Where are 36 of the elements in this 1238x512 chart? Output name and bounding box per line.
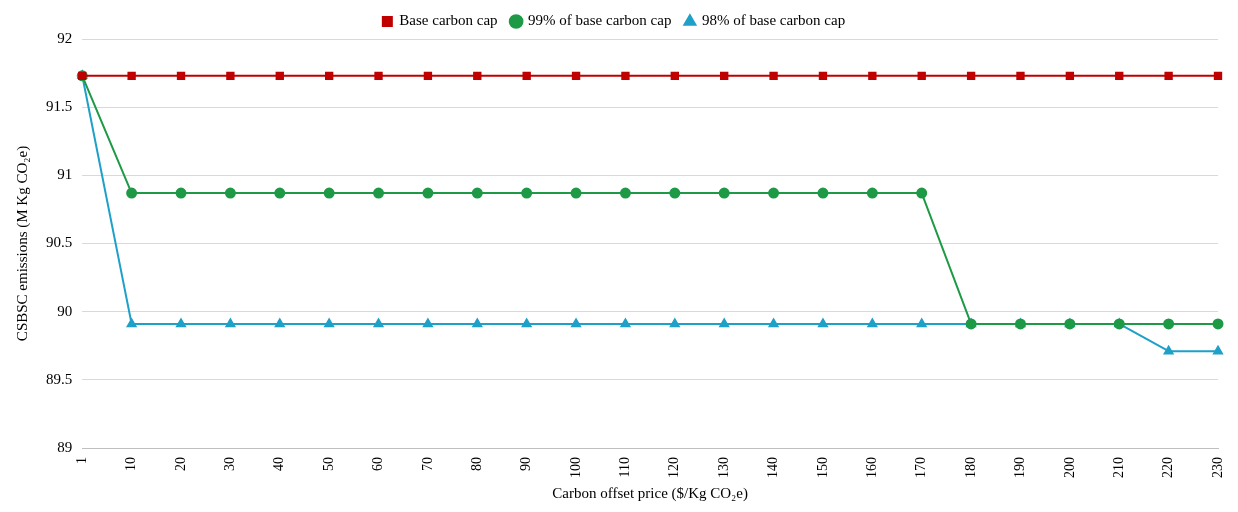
x-tick-label: 100 (567, 457, 583, 478)
x-tick-label: 70 (419, 457, 435, 471)
x-tick-label: 180 (962, 457, 978, 478)
y-axis-title: CSBSC emissions (M Kg CO₂e) (13, 145, 31, 342)
legend-label: 99% of base carbon cap (528, 12, 672, 29)
x-tick-label: 1 (73, 457, 89, 464)
x-tick-label: 20 (172, 457, 188, 471)
x-tick-label: 150 (814, 457, 830, 478)
y-tick-label: 90.5 (46, 234, 73, 251)
x-tick-label: 110 (617, 457, 633, 478)
x-tick-label: 30 (222, 457, 238, 471)
x-tick-label: 80 (468, 457, 484, 471)
y-tick-label: 92 (57, 29, 73, 46)
x-tick-label: 10 (123, 457, 139, 471)
y-tick-label: 89.5 (46, 370, 73, 387)
x-tick-label: 200 (1061, 457, 1077, 478)
x-tick-label: 120 (666, 457, 682, 478)
x-tick-label: 210 (1110, 457, 1126, 478)
x-tick-label: 130 (715, 457, 731, 478)
legend-label: Base carbon cap (399, 12, 498, 29)
y-tick-label: 91 (57, 166, 73, 183)
x-tick-label: 170 (913, 457, 929, 478)
legend-label: 98% of base carbon cap (701, 12, 846, 29)
x-tick-label: 40 (271, 457, 287, 471)
x-tick-label: 140 (765, 457, 781, 478)
y-tick-label: 91.5 (46, 98, 73, 115)
x-tick-label: 90 (518, 457, 534, 471)
y-tick-label: 89 (57, 438, 73, 455)
x-tick-label: 60 (370, 457, 386, 471)
y-tick-label: 90 (57, 302, 73, 319)
x-tick-label: 50 (320, 457, 336, 471)
x-tick-label: 220 (1160, 457, 1176, 478)
x-tick-label: 230 (1209, 457, 1225, 478)
x-tick-label: 190 (1012, 457, 1028, 478)
x-axis-title: Carbon offset price ($/Kg CO₂e) (552, 484, 748, 502)
x-tick-label: 160 (864, 457, 880, 478)
